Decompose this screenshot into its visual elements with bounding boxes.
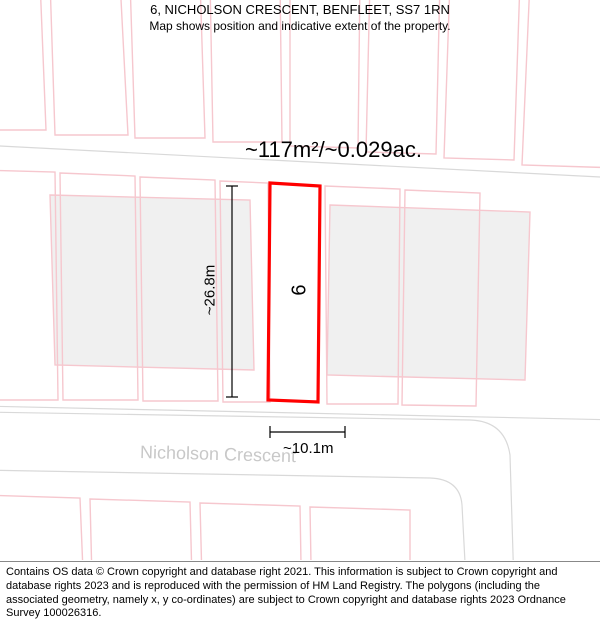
width-measure-label: ~10.1m — [283, 440, 333, 457]
address-title: 6, NICHOLSON CRESCENT, BENFLEET, SS7 1RN — [0, 2, 600, 17]
area-label: ~117m²/~0.029ac. — [245, 137, 422, 163]
street-name-label: Nicholson Crescent — [140, 442, 297, 467]
map-subtitle: Map shows position and indicative extent… — [0, 19, 600, 33]
house-number: 6 — [289, 284, 312, 295]
map-svg — [0, 0, 600, 560]
property-map: 6, NICHOLSON CRESCENT, BENFLEET, SS7 1RN… — [0, 0, 600, 625]
map-header: 6, NICHOLSON CRESCENT, BENFLEET, SS7 1RN… — [0, 2, 600, 33]
height-measure-label: ~26.8m — [202, 265, 219, 315]
copyright-footer: Contains OS data © Crown copyright and d… — [0, 561, 600, 625]
